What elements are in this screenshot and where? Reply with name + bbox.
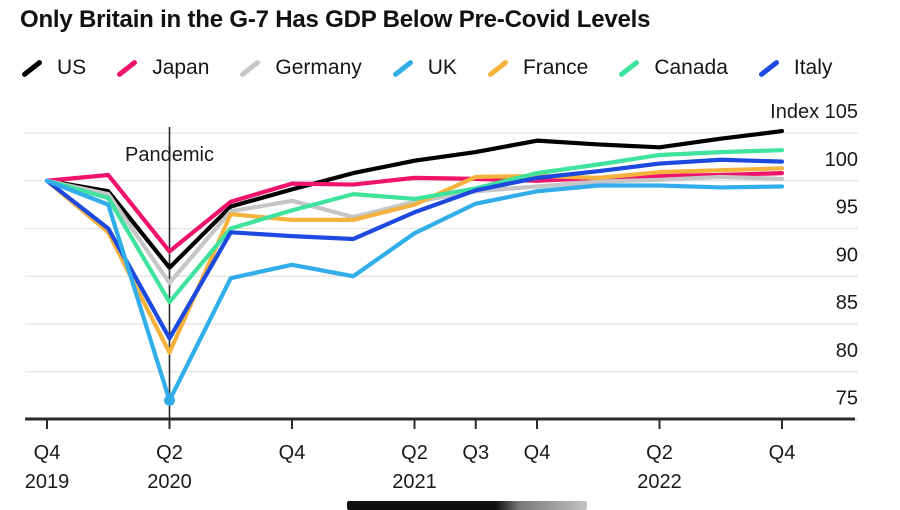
x-tick-label: Q4 bbox=[279, 442, 306, 464]
x-year-label: 2019 bbox=[25, 471, 70, 493]
x-tick-label: Q4 bbox=[524, 442, 551, 464]
legend-item-us: US bbox=[20, 56, 86, 80]
x-tick-label: Q3 bbox=[462, 442, 489, 464]
legend-label: US bbox=[57, 56, 87, 79]
x-year-label: 2021 bbox=[392, 471, 437, 493]
series-line-germany bbox=[44, 174, 785, 286]
series-line-us bbox=[44, 128, 785, 270]
legend-label: Germany bbox=[275, 56, 362, 79]
y-tick-label: 85 bbox=[836, 292, 858, 314]
y-tick-label: 90 bbox=[836, 244, 858, 266]
y-tick-label: 75 bbox=[836, 388, 858, 410]
series-line-japan bbox=[44, 171, 785, 254]
legend-item-canada: Canada bbox=[617, 56, 728, 80]
x-year-label: 2022 bbox=[637, 471, 682, 493]
uk-trough-marker bbox=[164, 394, 175, 406]
legend-label: France bbox=[522, 56, 589, 79]
chart-title: Only Britain in the G-7 Has GDP Below Pr… bbox=[20, 6, 651, 33]
x-tick-label: Q2 bbox=[401, 442, 428, 464]
x-year-label: 2020 bbox=[147, 471, 192, 493]
x-tick-label: Q4 bbox=[34, 442, 61, 464]
chart-legend: US Japan Germany UK France Canada Italy bbox=[20, 56, 832, 80]
y-tick-label: 80 bbox=[836, 340, 858, 362]
legend-item-uk: UK bbox=[391, 56, 457, 80]
y-tick-label: Index 105 bbox=[770, 101, 858, 123]
legend-label: Japan bbox=[152, 56, 210, 79]
y-tick-label: 95 bbox=[836, 197, 858, 219]
series-line-italy bbox=[44, 157, 785, 341]
series-line-canada bbox=[44, 148, 785, 305]
y-tick-label: 100 bbox=[825, 149, 858, 171]
legend-label: UK bbox=[427, 56, 457, 79]
legend-item-japan: Japan bbox=[115, 56, 209, 80]
x-tick-label: Q2 bbox=[646, 442, 673, 464]
legend-item-france: France bbox=[486, 56, 588, 80]
legend-item-italy: Italy bbox=[757, 56, 833, 80]
x-tick-label: Q4 bbox=[769, 442, 796, 464]
legend-label: Canada bbox=[654, 56, 728, 79]
series-line-france bbox=[44, 166, 785, 355]
legend-label: Italy bbox=[793, 56, 833, 79]
legend-item-germany: Germany bbox=[238, 56, 362, 80]
bottom-bar-artifact bbox=[347, 501, 587, 510]
pandemic-label: Pandemic bbox=[125, 144, 214, 166]
x-tick-label: Q2 bbox=[156, 442, 183, 464]
